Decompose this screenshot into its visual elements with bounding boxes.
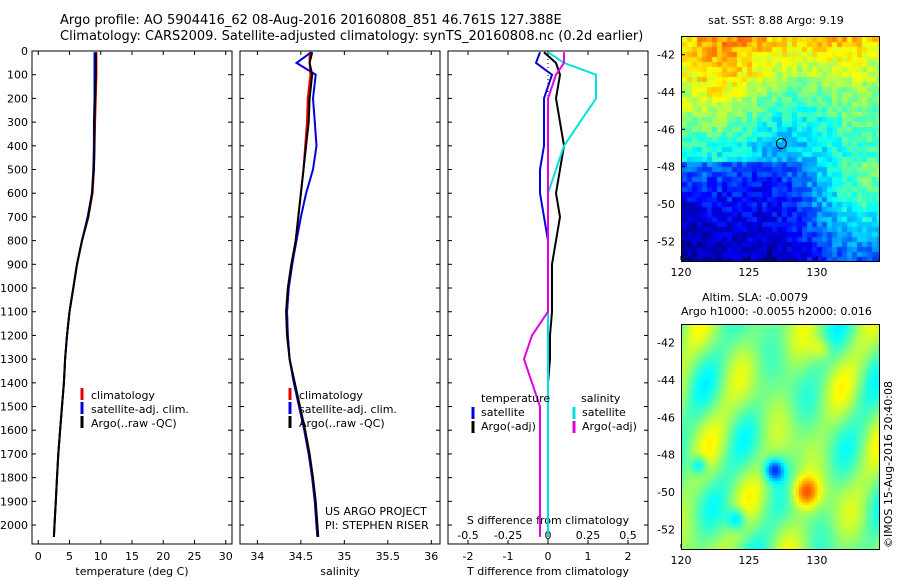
x-tick-label: 35.5 [376,550,401,563]
x-tick-label: 15 [125,550,139,563]
series-line-2 [52,52,97,537]
y-tick-label: 1600 [0,424,28,437]
y-tick-label: 700 [7,211,28,224]
project-annotation: US ARGO PROJECT [325,505,427,518]
y-tick-label: 400 [7,140,28,153]
title-line-2: Climatology: CARS2009. Satellite-adjuste… [60,29,644,44]
s-tick-label: -0.25 [494,529,522,542]
y-tick-label: 2000 [0,519,28,532]
title-line-1: Argo profile: AO 5904416_62 08-Aug-2016 … [60,13,562,28]
x-axis-label: salinity [320,565,360,578]
project-annotation: PI: STEPHEN RISER [325,519,429,532]
x-tick-label: 5 [66,550,73,563]
y-tick-label: 900 [7,258,28,271]
x-tick-label: 36 [424,550,438,563]
legend-label: satellite-adj. clim. [299,403,397,416]
y-tick-label: 1800 [0,472,28,485]
legend-label: satellite [481,406,525,419]
sla-map-title-2: Argo h1000: -0.0055 h2000: 0.016 [681,305,872,318]
y-tick-label: 1000 [0,282,28,295]
sla-map [681,324,880,550]
legend-label: satellite [582,406,626,419]
s-tick-label: -0.5 [457,529,478,542]
y-tick-label: 600 [7,187,28,200]
sst-map-title: sat. SST: 8.88 Argo: 9.19 [708,14,844,27]
y-tick-label: 200 [7,92,28,105]
x-tick-label: 0 [35,550,42,563]
x-tick-label: 25 [188,550,202,563]
s-tick-label: 0.25 [576,529,601,542]
x-tick-label: 34.5 [289,550,314,563]
legend-label: Argo(..raw -QC) [91,417,177,430]
y-tick-label: 1100 [0,306,28,319]
y-tick-label: 1200 [0,329,28,342]
x-axis-label: T difference from climatology [466,565,629,578]
x-tick-label: 34 [250,550,264,563]
legend-label: Argo(..raw -QC) [299,417,385,430]
x-axis-label: temperature (deg C) [75,565,188,578]
y-tick-label: 800 [7,235,28,248]
y-tick-label: 1700 [0,448,28,461]
salinity-panel: 34 34.5 35 35.5 36 salinity climatologysatelli… [239,50,441,578]
x-tick-label: -1 [503,550,514,563]
series-line-2 [285,51,320,537]
s-tick-label: 0.5 [619,529,637,542]
legend-label: Argo(-adj) [481,420,536,433]
legend-label: climatology [91,389,155,402]
y-tick-label: 300 [7,116,28,129]
x-tick-label: 10 [94,550,108,563]
x-tick-label: 35 [337,550,351,563]
legend-label: satellite-adj. clim. [91,403,189,416]
x-tick-label: 20 [156,550,170,563]
legend-label: climatology [299,389,363,402]
x-tick-label: -2 [463,550,474,563]
temperature-panel: 0100200300400500600700800900100011001200… [0,45,233,578]
x-tick-label: 1 [585,550,592,563]
plot-frame [31,50,233,545]
sla-map-title-1: Altim. SLA: -0.0079 [702,291,809,304]
plot-frame [239,50,441,545]
y-tick-label: 1300 [0,353,28,366]
series-line-3 [522,52,565,537]
y-tick-label: 1400 [0,377,28,390]
legend-header-temperature: temperature [481,392,550,405]
legend-label: Argo(-adj) [582,420,637,433]
y-tick-label: 0 [21,45,28,58]
sst-map [681,36,880,262]
x-tick-label: 0 [545,550,552,563]
y-tick-label: 1500 [0,401,28,414]
y-tick-label: 500 [7,164,28,177]
y-tick-label: 1900 [0,495,28,508]
legend-header-salinity: salinity [581,392,621,405]
x-tick-label: 30 [219,550,233,563]
y-tick-label: 100 [7,69,28,82]
x-tick-label: 2 [625,550,632,563]
